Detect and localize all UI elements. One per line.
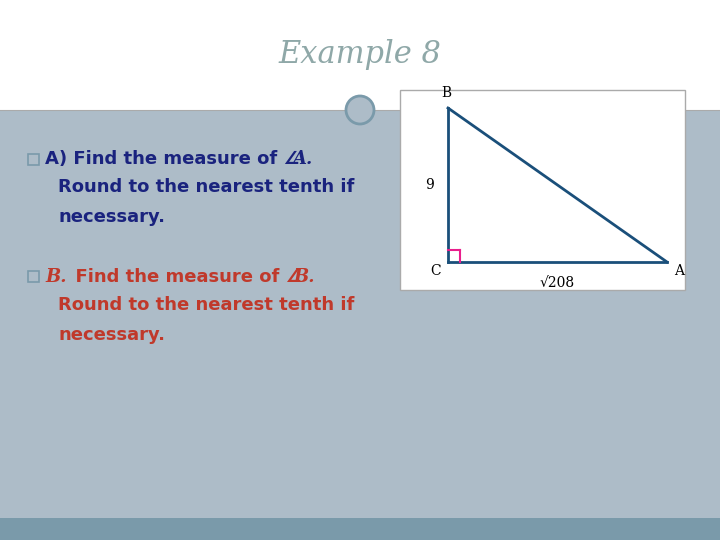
Bar xyxy=(0,518,720,540)
Bar xyxy=(0,110,720,518)
Text: necessary.: necessary. xyxy=(58,208,165,226)
Text: Find the measure of ∠: Find the measure of ∠ xyxy=(63,267,302,286)
Text: B.: B. xyxy=(293,267,315,286)
Text: B.: B. xyxy=(45,267,66,286)
Bar xyxy=(28,271,39,282)
Bar xyxy=(0,0,720,110)
Bar xyxy=(400,90,685,290)
Text: Example 8: Example 8 xyxy=(279,39,441,71)
Circle shape xyxy=(346,96,374,124)
Text: Round to the nearest tenth if: Round to the nearest tenth if xyxy=(58,295,354,314)
Text: Round to the nearest tenth if: Round to the nearest tenth if xyxy=(58,179,354,197)
Text: A) Find the measure of ∠: A) Find the measure of ∠ xyxy=(45,151,300,168)
Text: A: A xyxy=(674,264,684,278)
Text: A.: A. xyxy=(292,151,312,168)
Bar xyxy=(28,154,39,165)
Text: 9: 9 xyxy=(426,178,434,192)
Text: C: C xyxy=(431,264,441,278)
Text: √208: √208 xyxy=(540,276,575,290)
Text: B: B xyxy=(441,86,451,100)
Text: necessary.: necessary. xyxy=(58,326,165,343)
